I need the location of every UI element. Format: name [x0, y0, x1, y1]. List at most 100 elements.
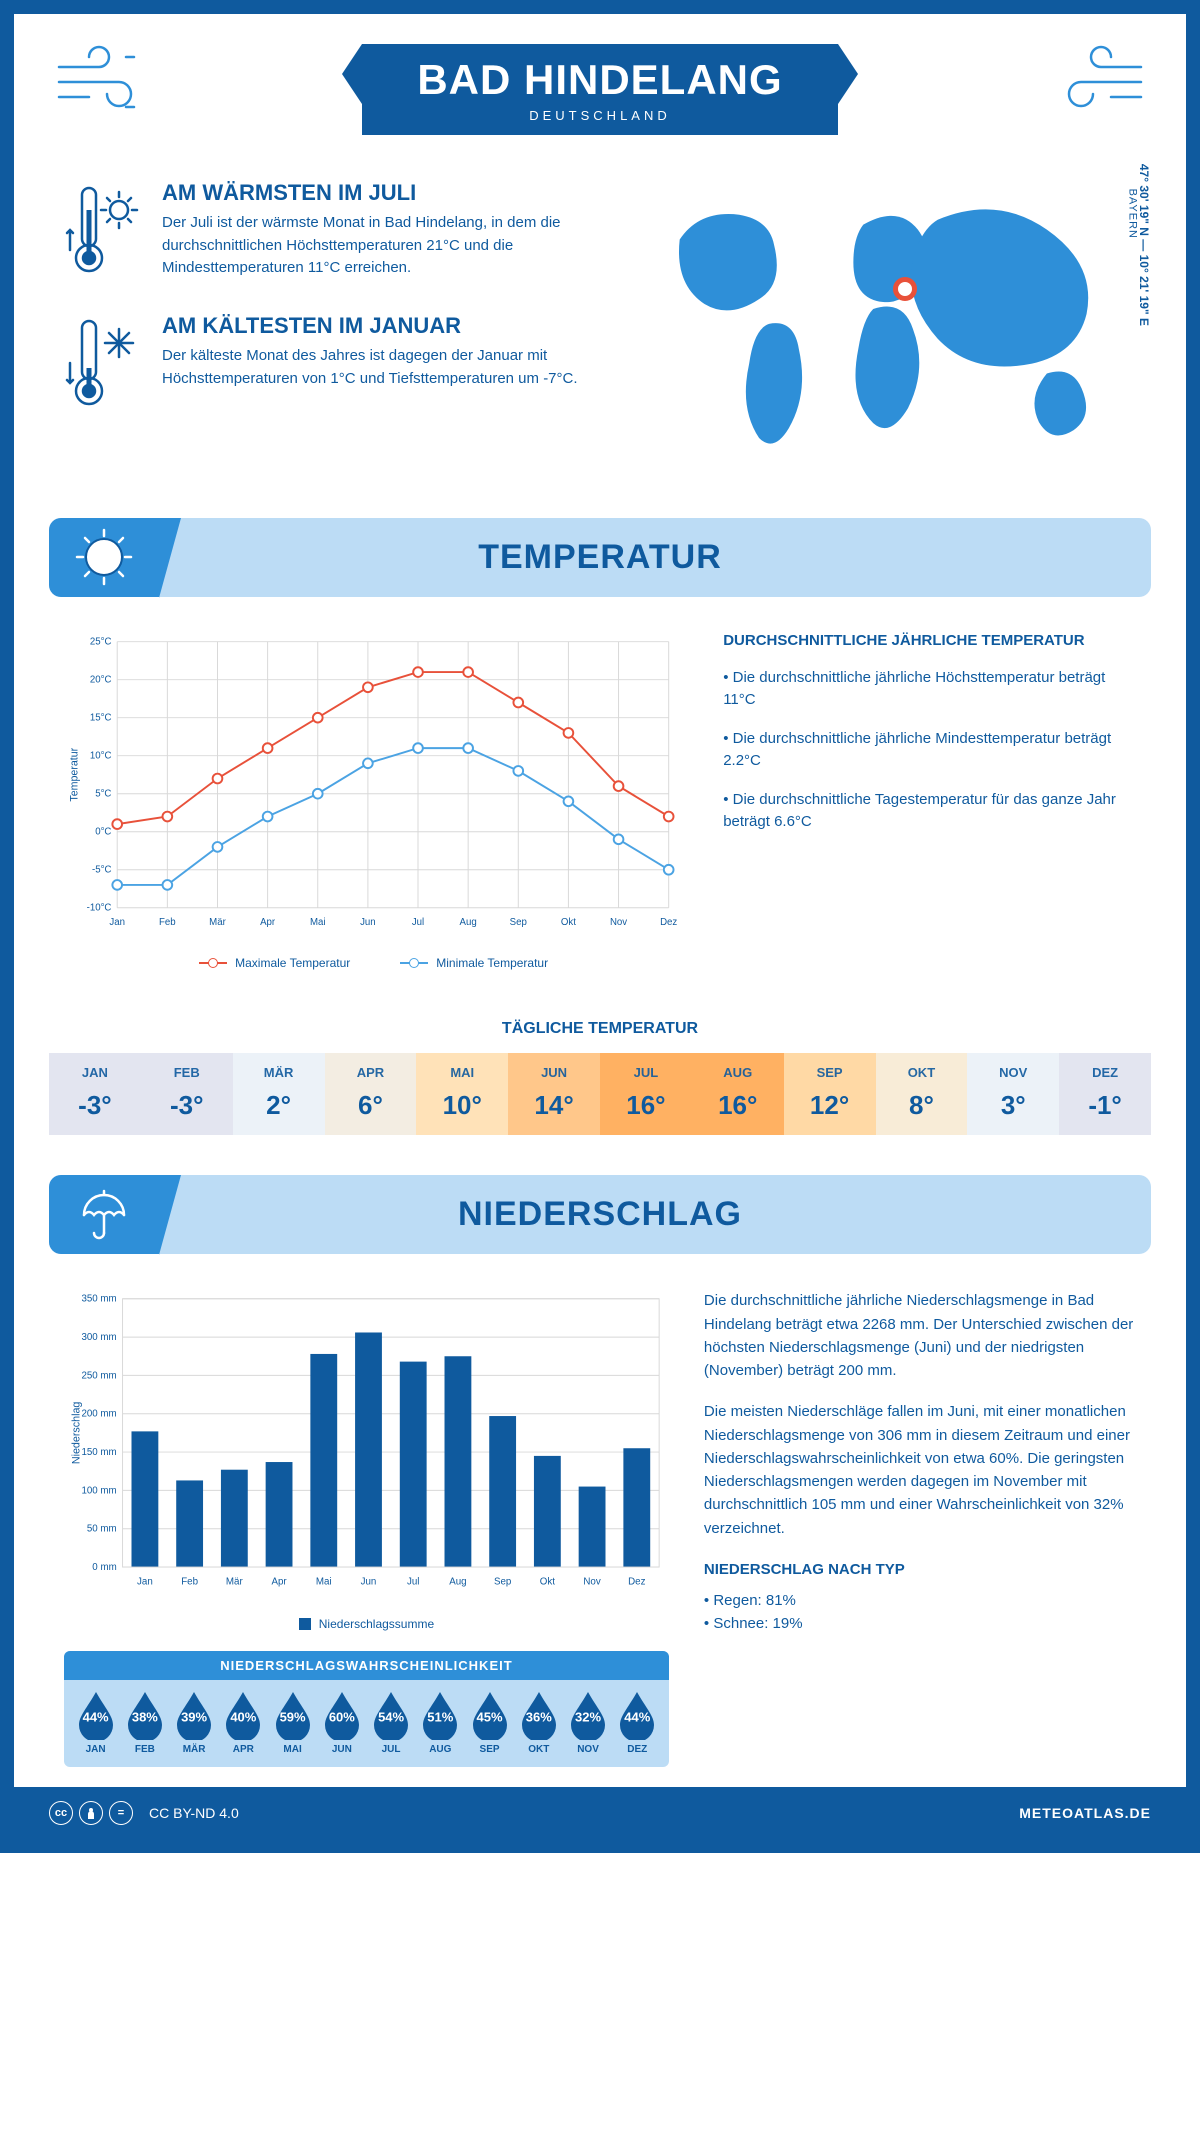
precipitation-probability-box: NIEDERSCHLAGSWAHRSCHEINLICHKEIT 44% JAN …: [64, 1651, 669, 1767]
probability-drop: 36% OKT: [515, 1690, 562, 1755]
probability-drop: 38% FEB: [121, 1690, 168, 1755]
svg-text:0°C: 0°C: [95, 826, 111, 837]
daily-month: JUN: [508, 1065, 600, 1080]
drop-icon: 36%: [518, 1690, 560, 1740]
bullet-item: • Die durchschnittliche jährliche Höchst…: [723, 667, 1136, 712]
drop-month: AUG: [417, 1744, 464, 1755]
daily-month: JAN: [49, 1065, 141, 1080]
probability-title: NIEDERSCHLAGSWAHRSCHEINLICHKEIT: [64, 1651, 669, 1680]
legend-label: Niederschlagssumme: [319, 1617, 434, 1631]
svg-text:50 mm: 50 mm: [87, 1524, 117, 1535]
precip-paragraph: Die durchschnittliche jährliche Niedersc…: [704, 1289, 1136, 1382]
svg-text:Apr: Apr: [260, 917, 276, 928]
daily-month: OKT: [876, 1065, 968, 1080]
map-pin-icon: [893, 277, 917, 301]
svg-text:Aug: Aug: [460, 917, 477, 928]
svg-text:Feb: Feb: [181, 1577, 198, 1588]
legend-sum: Niederschlagssumme: [299, 1617, 434, 1631]
probability-drop: 60% JUN: [318, 1690, 365, 1755]
probability-drop: 40% APR: [220, 1690, 267, 1755]
svg-text:0 mm: 0 mm: [92, 1562, 116, 1573]
probability-drop: 59% MAI: [269, 1690, 316, 1755]
license-block: cc = CC BY-ND 4.0: [49, 1801, 239, 1825]
precipitation-bar-chart: 0 mm50 mm100 mm150 mm200 mm250 mm300 mm3…: [64, 1289, 669, 1601]
daily-temp-cell: OKT 8°: [876, 1053, 968, 1135]
daily-temp-cell: FEB -3°: [141, 1053, 233, 1135]
daily-month: JUL: [600, 1065, 692, 1080]
svg-text:Apr: Apr: [271, 1577, 287, 1588]
svg-text:100 mm: 100 mm: [81, 1486, 116, 1497]
precipitation-text: Die durchschnittliche jährliche Niedersc…: [704, 1289, 1136, 1766]
city-title: BAD HINDELANG: [417, 56, 782, 104]
probability-drop: 39% MÄR: [170, 1690, 217, 1755]
svg-text:Feb: Feb: [159, 917, 176, 928]
daily-month: MÄR: [233, 1065, 325, 1080]
daily-temp-grid: JAN-3°FEB-3°MÄR2°APR6°MAI10°JUN14°JUL16°…: [49, 1053, 1151, 1135]
daily-temp-cell: NOV3°: [967, 1053, 1059, 1135]
section-title: NIEDERSCHLAG: [49, 1195, 1151, 1234]
world-map: [640, 180, 1136, 473]
precip-type-item: • Schnee: 19%: [704, 1612, 1136, 1635]
daily-value: 16°: [692, 1090, 784, 1121]
daily-month: SEP: [784, 1065, 876, 1080]
drop-icon: 54%: [370, 1690, 412, 1740]
drop-percent: 38%: [124, 1710, 166, 1725]
umbrella-icon: [49, 1175, 159, 1254]
daily-value: -3°: [49, 1090, 141, 1121]
drop-percent: 60%: [321, 1710, 363, 1725]
svg-text:Temperatur: Temperatur: [69, 747, 81, 801]
drop-percent: 32%: [567, 1710, 609, 1725]
daily-value: 8°: [876, 1090, 968, 1121]
daily-month: FEB: [141, 1065, 233, 1080]
drop-month: JUN: [318, 1744, 365, 1755]
legend-label: Minimale Temperatur: [436, 956, 548, 970]
precip-type-item: • Regen: 81%: [704, 1589, 1136, 1612]
svg-text:Jan: Jan: [137, 1577, 153, 1588]
thermometer-sun-icon: [64, 180, 144, 285]
svg-text:250 mm: 250 mm: [81, 1371, 116, 1382]
svg-text:Niederschlag: Niederschlag: [71, 1402, 83, 1465]
svg-text:-5°C: -5°C: [92, 864, 111, 875]
section-title: TEMPERATUR: [49, 538, 1151, 577]
fact-coldest: AM KÄLTESTEN IM JANUAR Der kälteste Mona…: [64, 313, 610, 418]
svg-text:20°C: 20°C: [90, 674, 112, 685]
probability-drop: 45% SEP: [466, 1690, 513, 1755]
drop-icon: 44%: [75, 1690, 117, 1740]
probability-drop: 51% AUG: [417, 1690, 464, 1755]
drop-icon: 45%: [469, 1690, 511, 1740]
drop-icon: 39%: [173, 1690, 215, 1740]
fact-title: AM WÄRMSTEN IM JULI: [162, 180, 610, 206]
daily-value: 16°: [600, 1090, 692, 1121]
drop-month: JUL: [367, 1744, 414, 1755]
daily-temp-cell: JAN -3°: [49, 1053, 141, 1135]
drop-month: MAI: [269, 1744, 316, 1755]
daily-value: 3°: [967, 1090, 1059, 1121]
daily-value: 12°: [784, 1090, 876, 1121]
legend-label: Maximale Temperatur: [235, 956, 350, 970]
temperature-chart: -10°C-5°C0°C5°C10°C15°C20°C25°CJanFebMär…: [64, 632, 683, 971]
license-text: CC BY-ND 4.0: [149, 1805, 239, 1821]
precipitation-chart-column: 0 mm50 mm100 mm150 mm200 mm250 mm300 mm3…: [64, 1289, 669, 1766]
svg-text:Jan: Jan: [109, 917, 125, 928]
svg-text:300 mm: 300 mm: [81, 1332, 116, 1343]
probability-drop: 44% JAN: [72, 1690, 119, 1755]
probability-drop: 32% NOV: [564, 1690, 611, 1755]
daily-value: -1°: [1059, 1090, 1151, 1121]
daily-temp-cell: SEP 12°: [784, 1053, 876, 1135]
fact-warmest: AM WÄRMSTEN IM JULI Der Juli ist der wär…: [64, 180, 610, 285]
svg-text:Mai: Mai: [316, 1577, 332, 1588]
drop-percent: 36%: [518, 1710, 560, 1725]
svg-text:Aug: Aug: [449, 1577, 466, 1588]
header: BAD HINDELANG DEUTSCHLAND: [14, 14, 1186, 155]
by-icon: [79, 1801, 103, 1825]
precip-paragraph: Die meisten Niederschläge fallen im Juni…: [704, 1400, 1136, 1540]
svg-text:150 mm: 150 mm: [81, 1447, 116, 1458]
drop-percent: 44%: [75, 1710, 117, 1725]
svg-text:5°C: 5°C: [95, 788, 111, 799]
drop-icon: 40%: [222, 1690, 264, 1740]
svg-text:Mär: Mär: [226, 1577, 244, 1588]
drop-percent: 45%: [469, 1710, 511, 1725]
temperature-bullets: DURCHSCHNITTLICHE JÄHRLICHE TEMPERATUR •…: [723, 632, 1136, 971]
daily-value: -3°: [141, 1090, 233, 1121]
daily-month: MAI: [416, 1065, 508, 1080]
